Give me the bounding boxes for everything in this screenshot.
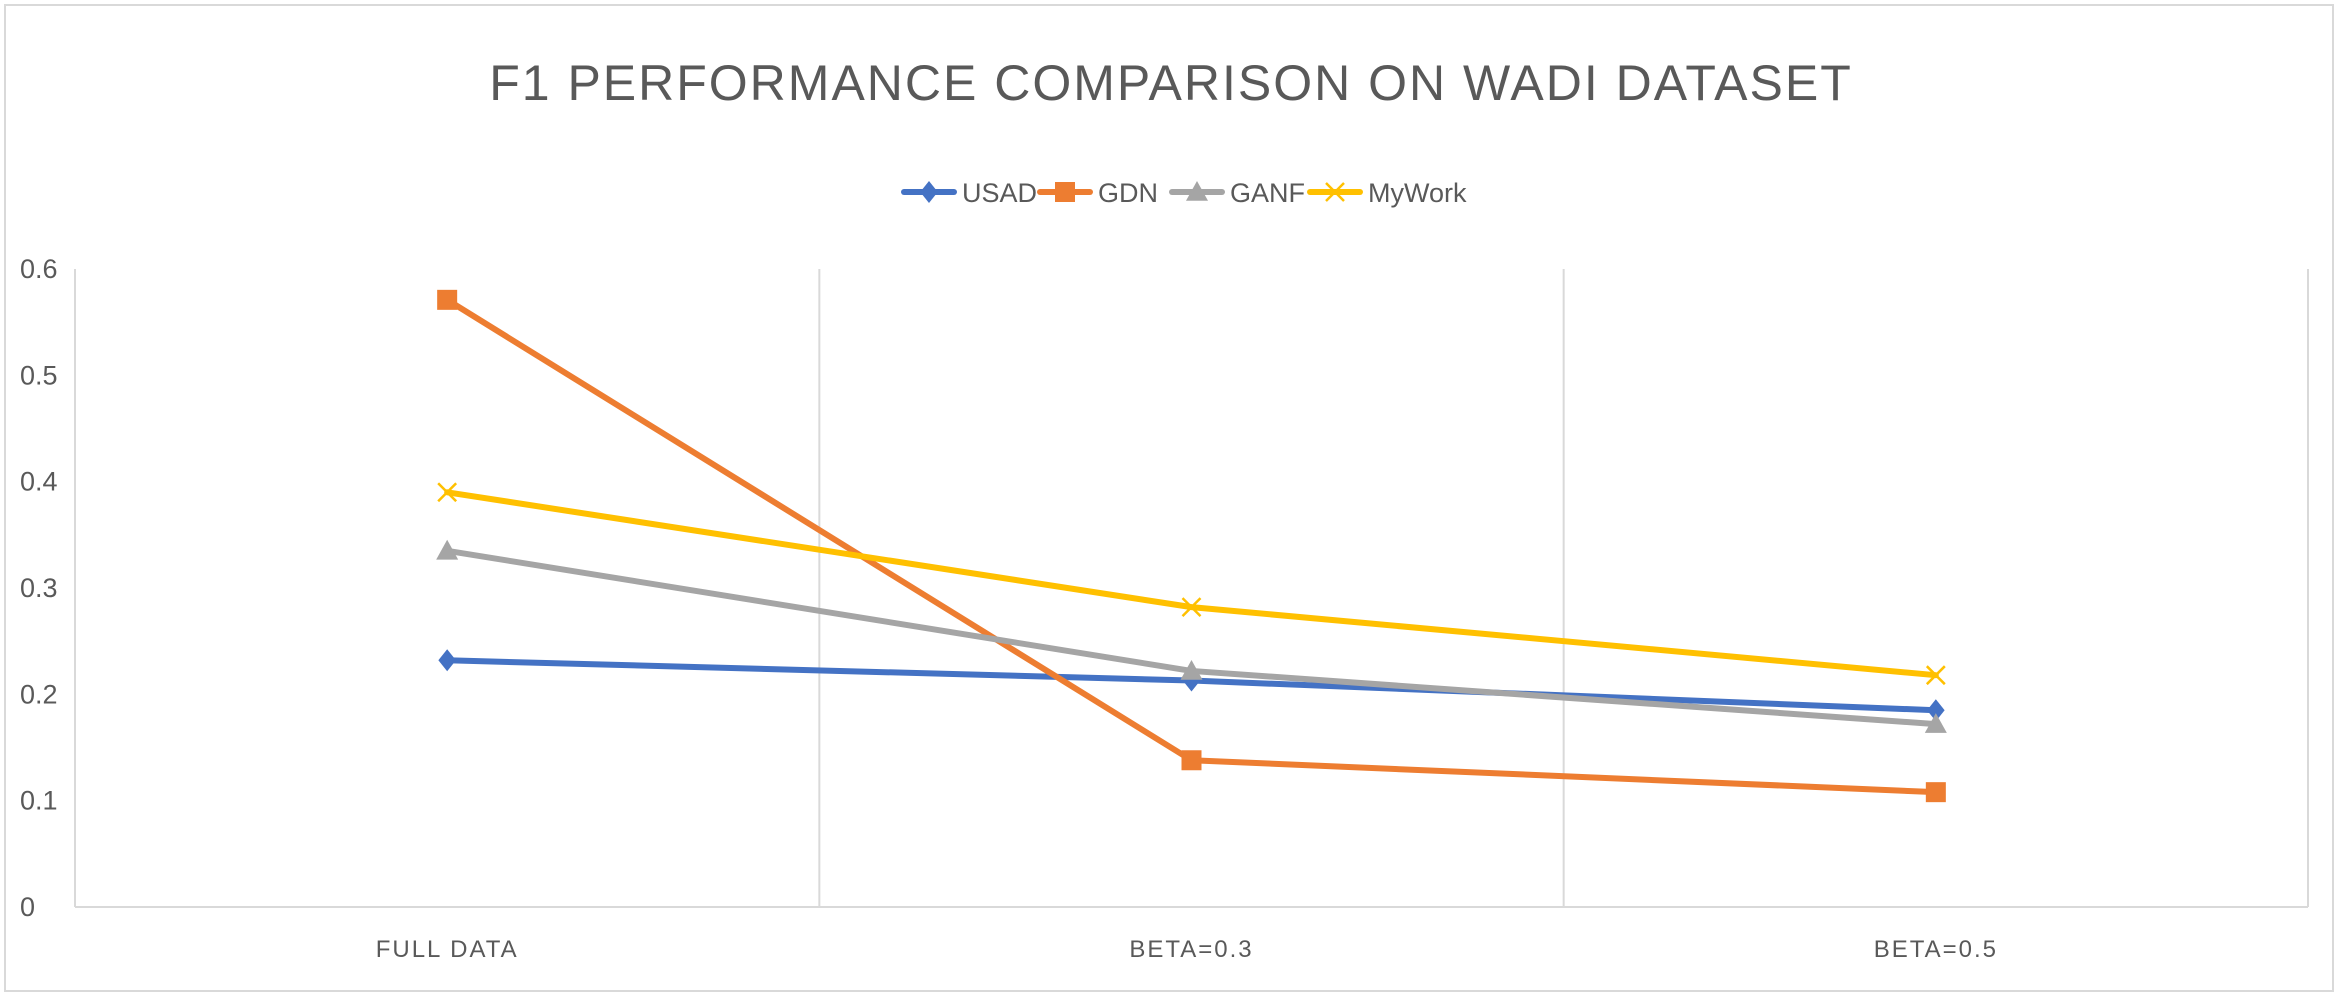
legend-label: MyWork <box>1368 178 1467 208</box>
y-tick-label: 0.6 <box>20 254 58 284</box>
series-mywork <box>437 482 1946 686</box>
series-line-gdn <box>444 296 1939 796</box>
series-usad <box>438 649 1945 722</box>
legend: USAD GDN GANF MyWork <box>901 178 1467 208</box>
series-line-ganf <box>444 547 1939 728</box>
series-line-mywork <box>444 489 1939 679</box>
data-point-mywork <box>1181 597 1202 618</box>
data-point-gdn <box>1925 782 1946 803</box>
axis-layer: 0 0.1 0.2 0.3 0.4 0.5 0.6 FULL DATA BETA=0.3 BETA… <box>20 254 2308 963</box>
y-tick-label: 0.2 <box>20 679 58 709</box>
legend-entry-usad: USAD <box>901 178 1037 208</box>
y-tick-label: 0.1 <box>20 786 58 816</box>
data-point-mywork <box>1925 665 1946 686</box>
legend-label: USAD <box>962 178 1037 208</box>
y-tick-label: 0 <box>20 892 35 922</box>
y-tick-label: 0.4 <box>20 467 58 497</box>
data-point-usad <box>1927 699 1945 722</box>
legend-label: GANF <box>1230 178 1305 208</box>
series-ganf <box>436 539 1947 733</box>
chart-frame <box>4 4 2334 992</box>
y-tick-label: 0.3 <box>20 573 58 603</box>
legend-marker <box>1325 182 1345 202</box>
legend-marker <box>1055 182 1075 202</box>
legend-marker <box>920 181 938 203</box>
y-tick-label: 0.5 <box>20 360 58 390</box>
x-category-label: BETA=0.5 <box>1874 936 1998 963</box>
series-layer <box>436 289 1947 803</box>
data-point-gdn <box>437 289 458 310</box>
legend-entry-gdn: GDN <box>1037 178 1158 208</box>
data-point-mywork <box>437 482 458 503</box>
data-point-gdn <box>1181 750 1202 771</box>
legend-label: GDN <box>1098 178 1158 208</box>
data-point-usad <box>438 649 456 672</box>
legend-marker <box>1186 181 1208 201</box>
x-category-label: FULL DATA <box>376 936 519 963</box>
data-point-ganf <box>436 539 459 560</box>
chart-title: F1 PERFORMANCE COMPARISON ON WADI DATASE… <box>489 55 1853 111</box>
grid-layer <box>74 269 2309 907</box>
data-point-ganf <box>1924 713 1947 733</box>
series-gdn <box>437 289 1946 803</box>
legend-entry-ganf: GANF <box>1169 178 1305 208</box>
x-category-label: BETA=0.3 <box>1129 936 1253 963</box>
data-point-ganf <box>1180 659 1203 680</box>
legend-entry-mywork: MyWork <box>1307 178 1467 208</box>
